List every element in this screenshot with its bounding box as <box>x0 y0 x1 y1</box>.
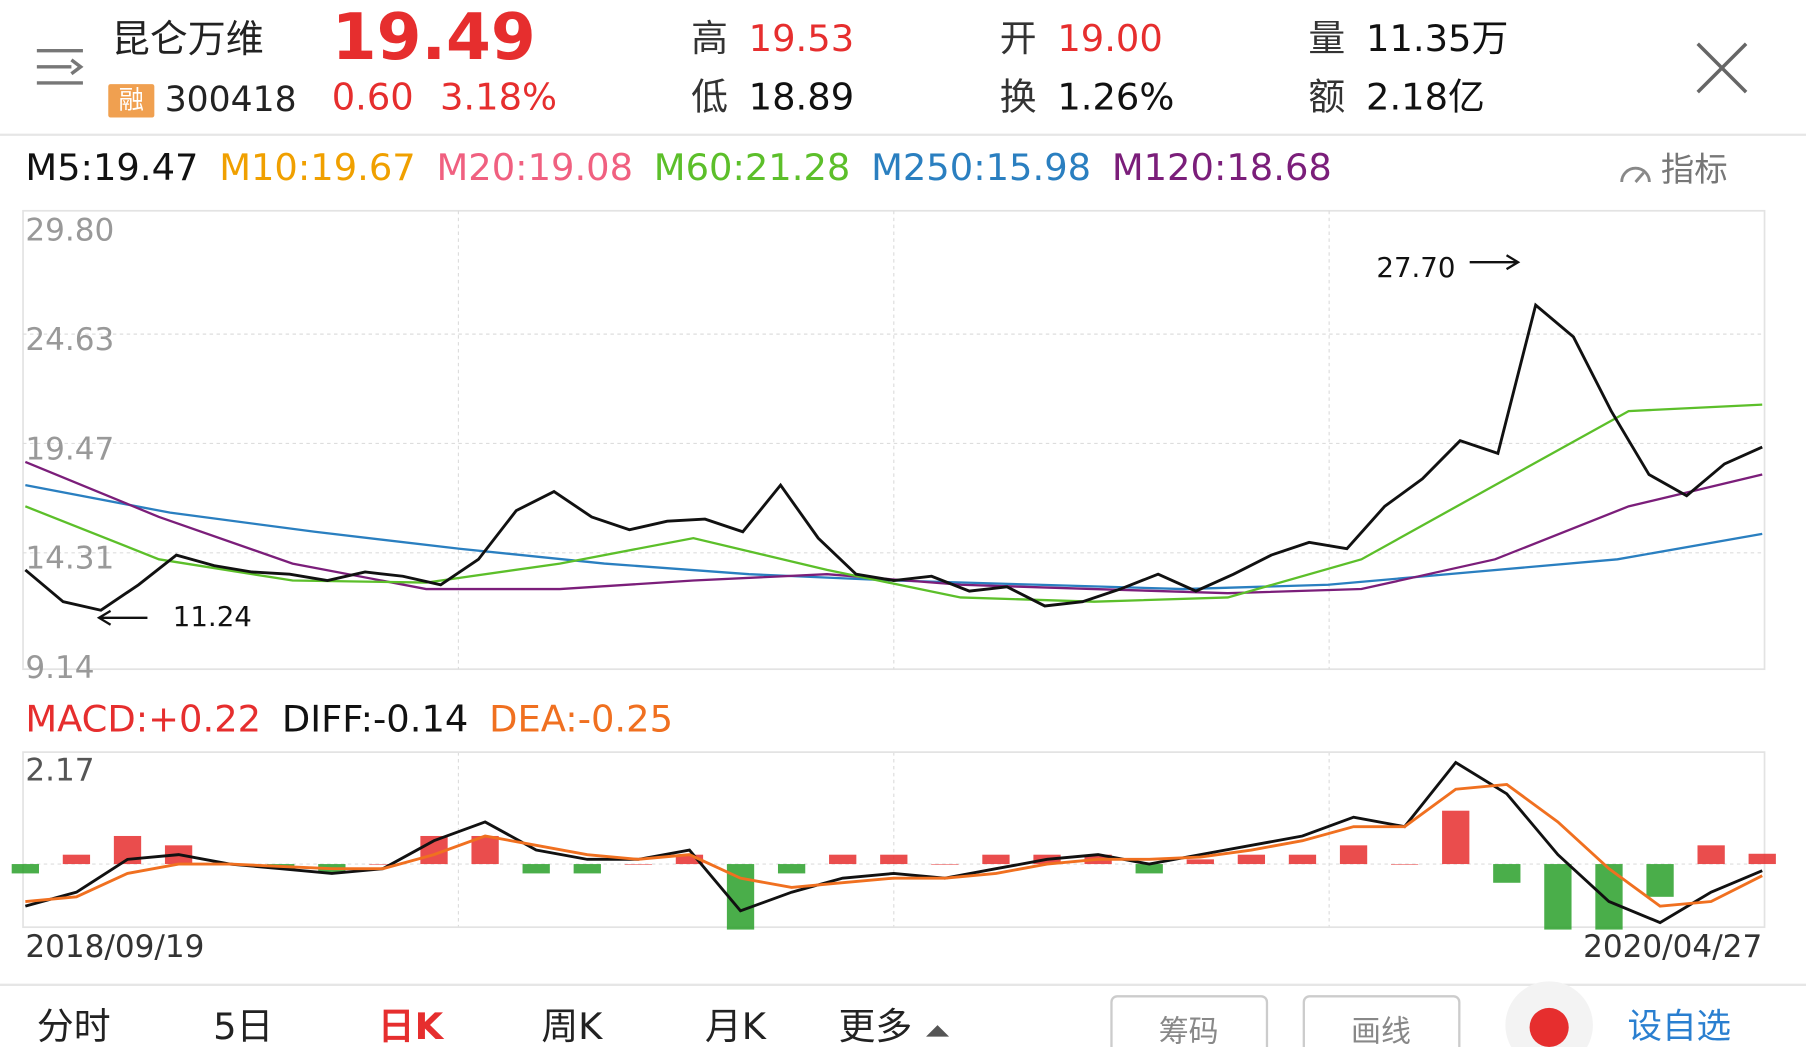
macd-bar <box>369 864 397 865</box>
legend-item: M60:21.28 <box>654 146 851 189</box>
button-frame[interactable] <box>1110 995 1269 1047</box>
x-label: 2020/04/27 <box>1583 929 1762 965</box>
y-tick-label: 2.17 <box>25 753 94 789</box>
y-tick-label: 9.14 <box>25 650 94 686</box>
legend-item: MACD:+0.22 <box>25 698 261 741</box>
macd-bar <box>1339 845 1368 865</box>
stat-value: 19.00 <box>1057 17 1162 60</box>
tab[interactable]: 更多 <box>839 1005 913 1047</box>
gauge-icon <box>1620 166 1651 183</box>
macd-bar <box>522 864 550 874</box>
change-pct: 3.18% <box>440 76 557 119</box>
macd-frame <box>22 751 1766 929</box>
macd-bar <box>62 854 91 865</box>
stat-label: 量 <box>1308 17 1345 60</box>
legend-item: DIFF:-0.14 <box>282 698 469 741</box>
x-label: 2018/09/19 <box>25 929 204 965</box>
tab[interactable]: 分时 <box>37 1005 111 1047</box>
macd-bar <box>1544 864 1572 930</box>
stat-value: 18.89 <box>749 76 854 119</box>
macd-bar <box>880 854 908 865</box>
close-button[interactable] <box>1696 42 1748 94</box>
macd-bar <box>1697 845 1725 865</box>
macd-bar <box>1646 864 1674 897</box>
macd-bar <box>1493 864 1521 883</box>
add-watchlist[interactable]: 设自选 <box>1627 1007 1731 1047</box>
macd-bar <box>675 854 704 865</box>
badge: 融 <box>119 84 144 114</box>
macd-bar <box>1186 859 1214 865</box>
macd-legend: MACD:+0.22 DIFF:-0.14 DEA:-0.25 <box>25 698 673 741</box>
macd-line <box>24 760 1763 925</box>
more-caret <box>926 1025 950 1037</box>
macd-bar <box>11 864 39 874</box>
annotation: 27.70 <box>1376 251 1455 284</box>
stat-label: 换 <box>1000 76 1037 119</box>
y-tick-label: 14.31 <box>25 541 114 577</box>
macd-bar <box>573 864 601 874</box>
tabs: 分时 5日 日K 周K 月K 更多 <box>37 1005 950 1047</box>
stat-label: 额 <box>1308 76 1345 119</box>
legend-item: M250:15.98 <box>871 146 1091 189</box>
tab[interactable]: 月K <box>705 1005 767 1047</box>
macd-bar <box>1390 864 1419 865</box>
annotation: 11.24 <box>173 600 252 633</box>
stat-value: 2.18亿 <box>1366 76 1485 119</box>
menu-icon[interactable] <box>36 48 84 85</box>
arrow <box>1469 254 1521 271</box>
indicator-button[interactable]: 指标 <box>1620 150 1728 189</box>
v-grid <box>457 210 1330 928</box>
legend-item: M120:18.68 <box>1112 146 1332 189</box>
change: 0.60 <box>332 76 414 119</box>
stat-value: 19.53 <box>749 17 854 60</box>
macd-bar <box>624 864 653 865</box>
macd-bar <box>1442 810 1470 865</box>
stock-name: 昆仑万维 <box>112 17 264 61</box>
watch-dot <box>1529 1007 1569 1047</box>
stock-code: 300418 <box>165 80 297 120</box>
button-frame[interactable] <box>1302 995 1461 1047</box>
y-tick-label: 19.47 <box>25 431 114 467</box>
macd-bar <box>931 864 959 865</box>
tab[interactable]: 日K <box>378 1005 445 1047</box>
arrow <box>96 609 148 626</box>
macd-line <box>25 783 1763 908</box>
macd-bar <box>1237 854 1266 865</box>
watch-icon[interactable] <box>1505 981 1593 1047</box>
buttons: 筹码 画线 <box>1110 995 1461 1047</box>
macd-bar <box>1135 864 1163 874</box>
stat-label: 高 <box>691 17 728 60</box>
y-tick-label: 24.63 <box>25 322 114 358</box>
macd-bar <box>1288 854 1317 865</box>
price: 19.49 <box>332 0 536 75</box>
stat-label: 低 <box>691 76 728 119</box>
series-line <box>24 302 1763 612</box>
macd-bar <box>829 854 857 865</box>
stat-value: 1.26% <box>1057 76 1174 119</box>
legend-item: M20:19.08 <box>436 146 633 189</box>
tab[interactable]: 5日 <box>213 1005 273 1047</box>
stat-value: 11.35万 <box>1366 17 1508 60</box>
legend-item: DEA:-0.25 <box>489 698 673 741</box>
badge-bg <box>108 84 155 118</box>
button-label[interactable]: 画线 <box>1351 1015 1411 1047</box>
legend-item: M10:19.67 <box>219 146 416 189</box>
legend-item: M5:19.47 <box>25 146 198 189</box>
macd-bar <box>1595 864 1623 930</box>
macd-bar <box>1748 853 1776 865</box>
macd-bar <box>777 864 806 874</box>
macd-bar <box>982 854 1010 865</box>
stat-label: 开 <box>1000 17 1037 60</box>
ma-legend: M5:19.47 M10:19.67 M20:19.08 M60:21.28 M250:… <box>25 146 1332 189</box>
tab[interactable]: 周K <box>541 1005 603 1047</box>
y-tick-label: 29.80 <box>25 213 114 249</box>
button-label[interactable]: 筹码 <box>1159 1015 1219 1047</box>
gauge-needle <box>1634 171 1645 183</box>
series-line <box>24 403 1763 603</box>
indicator-label: 指标 <box>1661 150 1728 189</box>
